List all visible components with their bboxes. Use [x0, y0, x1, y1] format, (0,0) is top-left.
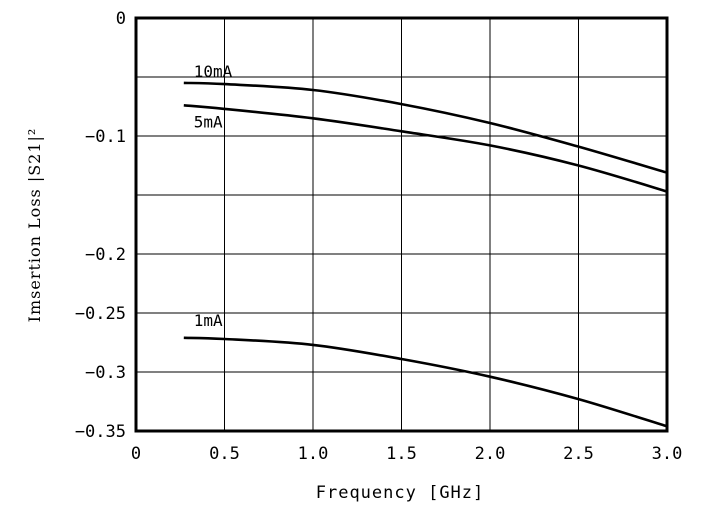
x-tick-label: 3.0 [652, 444, 683, 464]
series-curves [183, 81, 668, 428]
grid [136, 18, 667, 431]
y-tick-labels: 0 −0.1 −0.2 −0.25 −0.3 −0.35 [75, 9, 126, 442]
x-axis-title: Frequency [GHz] [316, 483, 485, 503]
plot-frame [134, 16, 669, 433]
x-tick-label: 2.0 [475, 444, 506, 464]
x-tick-label: 1.5 [386, 444, 417, 464]
x-tick-label: 0.5 [209, 444, 240, 464]
x-tick-label: 0 [131, 444, 141, 464]
x-tick-label: 2.5 [563, 444, 594, 464]
y-tick-label: −0.25 [75, 304, 126, 324]
x-tick-label: 1.0 [298, 444, 329, 464]
x-tick-labels: 0 0.5 1.0 1.5 2.0 2.5 3.0 [131, 444, 682, 464]
y-tick-label: −0.35 [75, 422, 126, 442]
series-label-10mA: 10mA [194, 62, 233, 81]
series-label-5mA: 5mA [194, 112, 223, 131]
series-line-1mA [183, 336, 668, 428]
series-line-5mA [183, 104, 668, 193]
y-axis-title: Imsertion Loss |S21|² [25, 128, 44, 323]
y-tick-label: −0.3 [85, 363, 126, 383]
series-line-10mA [183, 81, 668, 174]
series-labels: 10mA 5mA 1mA [194, 62, 233, 330]
y-tick-label: 0 [116, 9, 126, 29]
y-tick-label: −0.1 [85, 127, 126, 147]
y-tick-label: −0.2 [85, 245, 126, 265]
series-label-1mA: 1mA [194, 311, 223, 330]
